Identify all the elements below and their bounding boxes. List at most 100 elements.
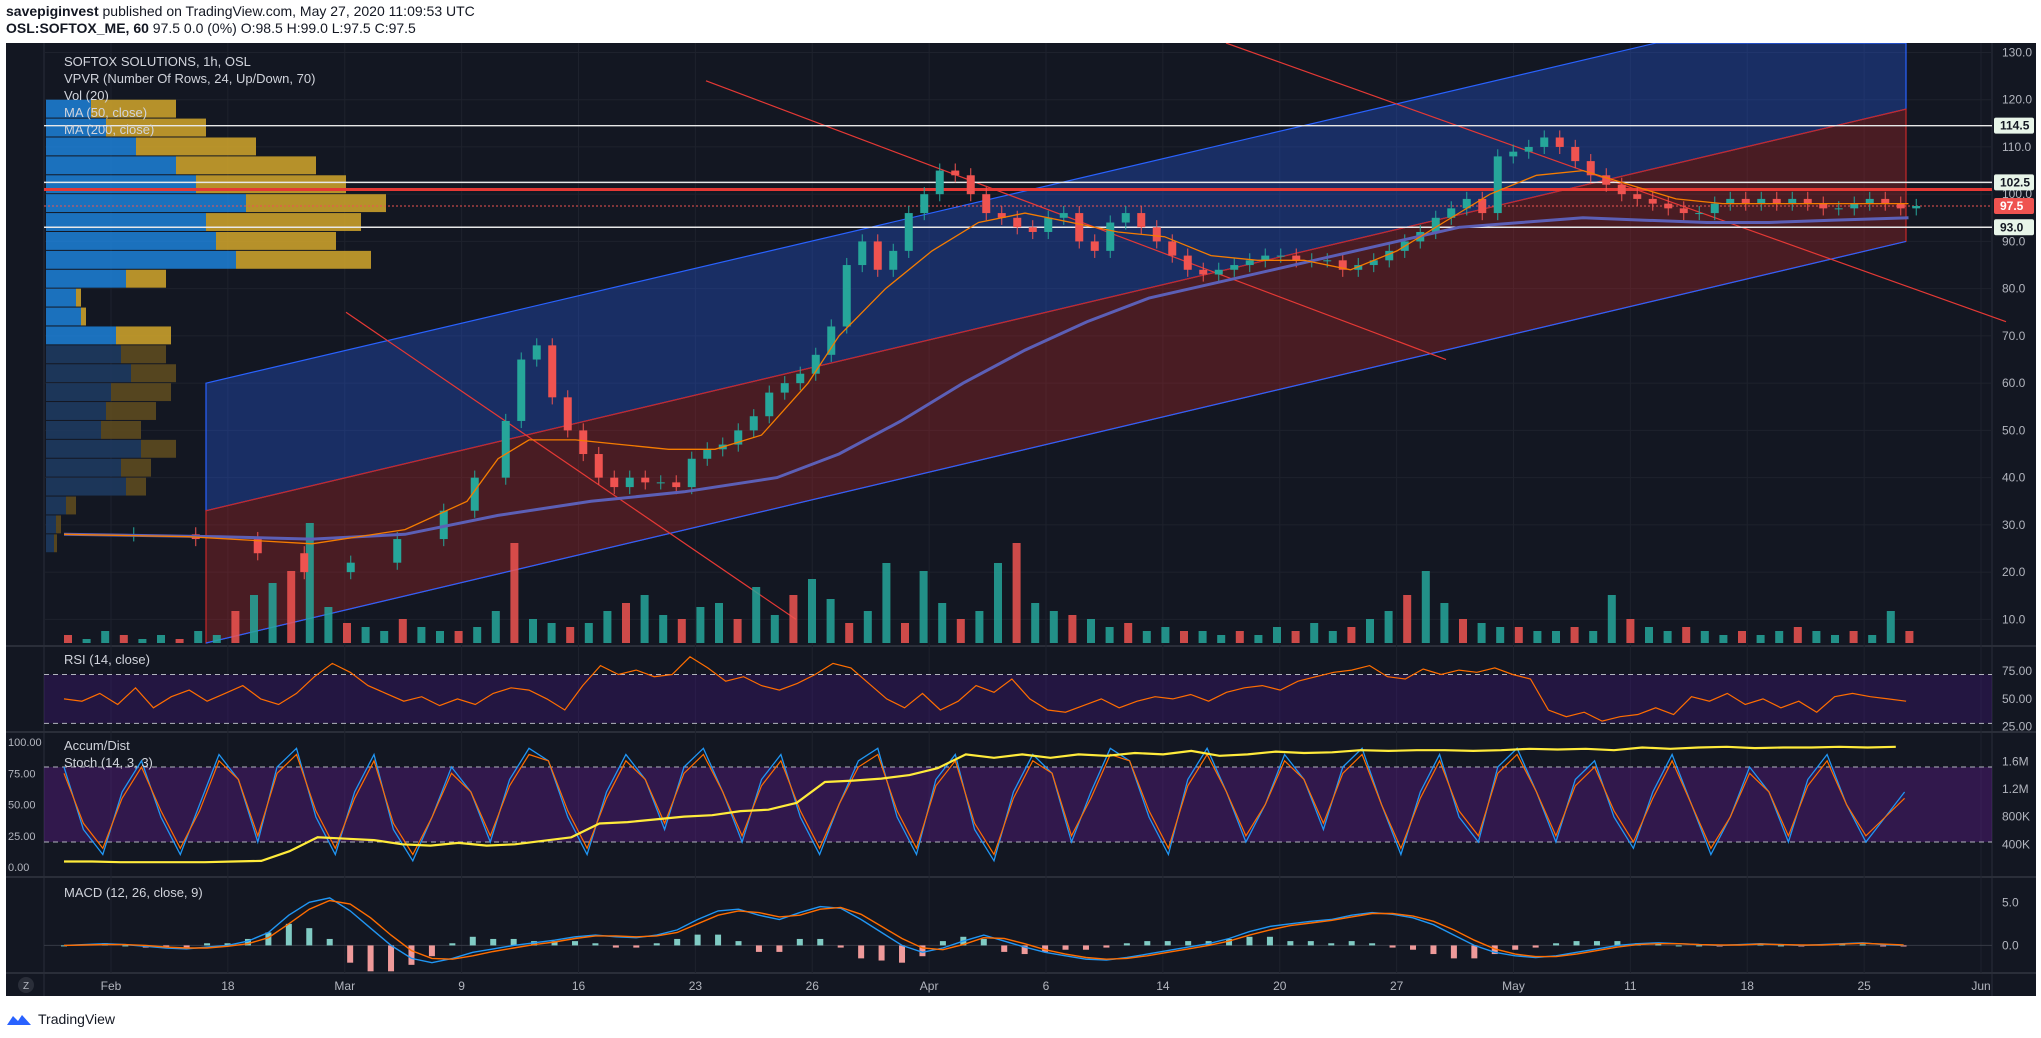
legend-vpvr[interactable]: VPVR (Number Of Rows, 24, Up/Down, 70) [64,71,316,86]
x-tick-label: 11 [1624,979,1637,993]
x-tick-label: 9 [458,979,465,993]
price-tag-label: 93.0 [2000,220,2024,234]
x-tick-label: Feb [101,979,122,993]
legend-stoch[interactable]: Stoch (14, 3, 3) [64,755,153,770]
candle-body [734,430,743,445]
stoch-tick-label: 100.00 [8,737,42,749]
macd-histogram-bar [1021,945,1028,955]
candle-body [1633,194,1642,199]
volume-bar [1310,623,1319,643]
legend-title[interactable]: SOFTOX SOLUTIONS, 1h, OSL [64,54,251,69]
volume-bar [733,619,742,643]
chart-container[interactable]: Feb 18 Mar 9 16 23 26 Apr 6 14 20 27 May 11 18 25 Jun 130… [6,43,2036,996]
volume-bar [1328,631,1337,643]
macd-histogram-bar [633,945,640,948]
publisher-name[interactable]: savepiginvest [6,3,99,19]
macd-histogram-bar [653,943,660,946]
candle-body [1819,203,1828,209]
candle-body [563,397,572,431]
accum-tick-label: 400K [2002,837,2030,851]
volume-bar [956,619,965,643]
macd-histogram-bar [1185,941,1192,946]
vpvr-up-bar [46,326,116,345]
x-tick-label: 18 [1741,979,1755,993]
candle-body [951,170,960,176]
candle-body [517,359,526,421]
candle-body [1741,198,1750,204]
tradingview-logo-icon[interactable] [6,1011,32,1027]
macd-histogram-bar [347,945,354,963]
x-tick-label: 14 [1156,979,1170,993]
macd-histogram-bar [939,941,946,946]
candle-body [997,213,1006,218]
candle-body [1431,217,1440,232]
macd-histogram-bar [490,938,497,946]
macd-histogram-bar [899,945,906,963]
price-tick-label: 70.0 [2002,329,2026,343]
volume-bar [1180,631,1188,643]
macd-histogram-bar [306,928,313,946]
macd-histogram-bar [1777,945,1784,947]
candle-body [966,175,975,195]
macd-histogram-bar [1696,945,1703,947]
legend-ma50[interactable]: MA (50, close) [64,105,148,120]
volume-bar [1663,631,1672,643]
legend-accum[interactable]: Accum/Dist [64,738,130,753]
channel-bottom-line [205,240,1907,644]
macd-histogram-bar [1307,941,1314,946]
vpvr-down-bar [101,420,141,439]
published-text: published on TradingView.com, May 27, 20… [102,3,475,19]
vpvr-down-bar [81,307,86,326]
price-tick-label: 100.0 [2002,187,2032,201]
symbol-line: OSL:SOFTOX_ME, 60 97.5 0.0 (0%) O:98.5 H… [6,20,416,36]
candle-body [935,170,944,195]
legend-ma200[interactable]: MA (200, close) [64,122,155,137]
candle-body [1338,260,1347,270]
candle-body [1586,161,1595,176]
macd-histogram-bar [469,936,476,946]
volume-bar [1161,627,1170,643]
candle-body [1524,146,1533,152]
candle-body [1199,269,1208,275]
price-tick-label: 90.0 [2002,234,2026,248]
legend-vol[interactable]: Vol (20) [64,88,109,103]
volume-bar [1403,595,1412,643]
vpvr-up-bar [46,118,106,137]
vpvr-up-bar [46,307,81,326]
macd-histogram-bar [1410,945,1417,950]
volume-bar [1087,619,1095,643]
vpvr-up-bar [46,439,141,458]
vpvr-down-bar [206,213,361,231]
macd-histogram-bar [1553,943,1560,946]
vpvr-up-bar [46,477,126,496]
candle-body [300,553,309,573]
legend-macd[interactable]: MACD (12, 26, close, 9) [64,885,203,900]
volume-bar [882,563,891,643]
candle-body [1788,198,1797,204]
candle-body [1648,198,1657,204]
vpvr-up-bar [46,458,121,477]
volume-bar [1831,635,1839,643]
vpvr-up-bar [46,383,111,402]
macd-histogram-bar [1042,945,1049,952]
price-tick-label: 30.0 [2002,518,2026,532]
volume-bar [212,635,221,643]
footer-brand[interactable]: TradingView [38,1011,116,1027]
chart-canvas[interactable]: Feb 18 Mar 9 16 23 26 Apr 6 14 20 27 May 11 18 25 Jun 130… [6,43,2036,996]
volume-bar [1700,631,1709,643]
candle-body [1214,269,1223,275]
vpvr-up-bar [46,402,106,420]
candle-body [1896,203,1905,209]
volume-bar [398,619,407,643]
macd-histogram-bar [61,945,67,947]
candle-body [1834,208,1843,210]
volume-bar [975,611,984,643]
upper-channel-fill [205,43,1907,512]
candle-body [1276,255,1285,257]
macd-histogram-bar [122,945,129,947]
volume-bar [1756,635,1765,643]
macd-histogram-bar [1287,941,1294,946]
macd-histogram-bar [1512,945,1519,950]
legend-rsi[interactable]: RSI (14, close) [64,652,150,667]
vpvr-up-bar [46,534,54,553]
